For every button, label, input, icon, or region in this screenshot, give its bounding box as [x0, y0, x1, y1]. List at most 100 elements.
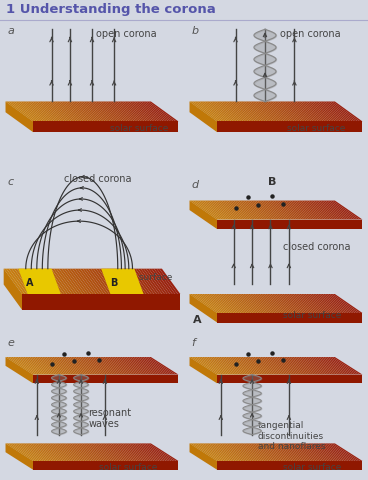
Polygon shape — [144, 357, 174, 374]
Polygon shape — [39, 444, 70, 461]
Polygon shape — [311, 357, 341, 374]
Polygon shape — [148, 101, 178, 121]
Polygon shape — [102, 357, 132, 374]
Polygon shape — [114, 269, 135, 294]
Polygon shape — [238, 294, 268, 313]
Polygon shape — [88, 101, 118, 121]
Polygon shape — [204, 101, 234, 121]
Polygon shape — [311, 101, 341, 121]
Polygon shape — [80, 269, 101, 294]
Polygon shape — [6, 101, 36, 121]
Polygon shape — [217, 313, 362, 323]
Polygon shape — [56, 269, 77, 294]
Polygon shape — [206, 444, 237, 461]
Polygon shape — [219, 201, 249, 219]
Polygon shape — [117, 357, 147, 374]
Polygon shape — [33, 461, 178, 470]
Polygon shape — [52, 357, 82, 374]
Polygon shape — [269, 101, 300, 121]
Polygon shape — [13, 357, 43, 374]
Polygon shape — [202, 357, 232, 374]
Polygon shape — [25, 101, 55, 121]
Polygon shape — [328, 294, 358, 313]
Polygon shape — [231, 101, 261, 121]
Polygon shape — [294, 357, 324, 374]
Text: resonant
waves: resonant waves — [88, 408, 131, 429]
Polygon shape — [267, 101, 297, 121]
Polygon shape — [248, 201, 278, 219]
Polygon shape — [76, 444, 106, 461]
Polygon shape — [104, 269, 125, 294]
Polygon shape — [112, 101, 142, 121]
Polygon shape — [243, 294, 273, 313]
Polygon shape — [30, 444, 60, 461]
Polygon shape — [267, 294, 297, 313]
Polygon shape — [194, 357, 224, 374]
Polygon shape — [223, 357, 254, 374]
Polygon shape — [194, 444, 224, 461]
Polygon shape — [260, 294, 290, 313]
Polygon shape — [262, 294, 292, 313]
Polygon shape — [236, 101, 266, 121]
Polygon shape — [217, 374, 362, 384]
Polygon shape — [301, 294, 331, 313]
Polygon shape — [67, 269, 88, 294]
Polygon shape — [257, 357, 287, 374]
Polygon shape — [122, 357, 152, 374]
Polygon shape — [105, 357, 135, 374]
Polygon shape — [313, 101, 343, 121]
Polygon shape — [122, 101, 152, 121]
Polygon shape — [217, 121, 362, 132]
Polygon shape — [136, 357, 166, 374]
Polygon shape — [216, 294, 246, 313]
Polygon shape — [8, 357, 38, 374]
Polygon shape — [25, 357, 55, 374]
Polygon shape — [32, 101, 62, 121]
Polygon shape — [190, 294, 220, 313]
Polygon shape — [243, 101, 273, 121]
Polygon shape — [59, 269, 80, 294]
Text: solar surface: solar surface — [99, 463, 158, 472]
Polygon shape — [100, 357, 130, 374]
Polygon shape — [245, 101, 275, 121]
Text: 1 Understanding the corona: 1 Understanding the corona — [6, 3, 215, 16]
Polygon shape — [17, 269, 38, 294]
Polygon shape — [190, 101, 220, 121]
Polygon shape — [192, 201, 222, 219]
Polygon shape — [257, 201, 287, 219]
Polygon shape — [35, 357, 65, 374]
Polygon shape — [204, 201, 234, 219]
Polygon shape — [133, 269, 154, 294]
Polygon shape — [139, 444, 169, 461]
Polygon shape — [296, 101, 326, 121]
Polygon shape — [192, 444, 222, 461]
Polygon shape — [204, 294, 234, 313]
Polygon shape — [226, 201, 256, 219]
Polygon shape — [107, 357, 137, 374]
Polygon shape — [298, 357, 329, 374]
Polygon shape — [146, 269, 167, 294]
Polygon shape — [272, 101, 302, 121]
Polygon shape — [93, 357, 123, 374]
Polygon shape — [291, 444, 321, 461]
Polygon shape — [269, 357, 300, 374]
Polygon shape — [296, 201, 326, 219]
Polygon shape — [32, 444, 62, 461]
Polygon shape — [228, 294, 258, 313]
Polygon shape — [44, 357, 74, 374]
Polygon shape — [284, 357, 314, 374]
Polygon shape — [303, 444, 333, 461]
Polygon shape — [216, 444, 246, 461]
Polygon shape — [325, 101, 355, 121]
Polygon shape — [211, 357, 241, 374]
Polygon shape — [144, 101, 174, 121]
Polygon shape — [64, 101, 94, 121]
Polygon shape — [226, 357, 256, 374]
Polygon shape — [228, 357, 258, 374]
Polygon shape — [107, 444, 137, 461]
Polygon shape — [83, 269, 104, 294]
Polygon shape — [22, 269, 43, 294]
Polygon shape — [238, 201, 268, 219]
Polygon shape — [209, 101, 239, 121]
Polygon shape — [320, 294, 350, 313]
